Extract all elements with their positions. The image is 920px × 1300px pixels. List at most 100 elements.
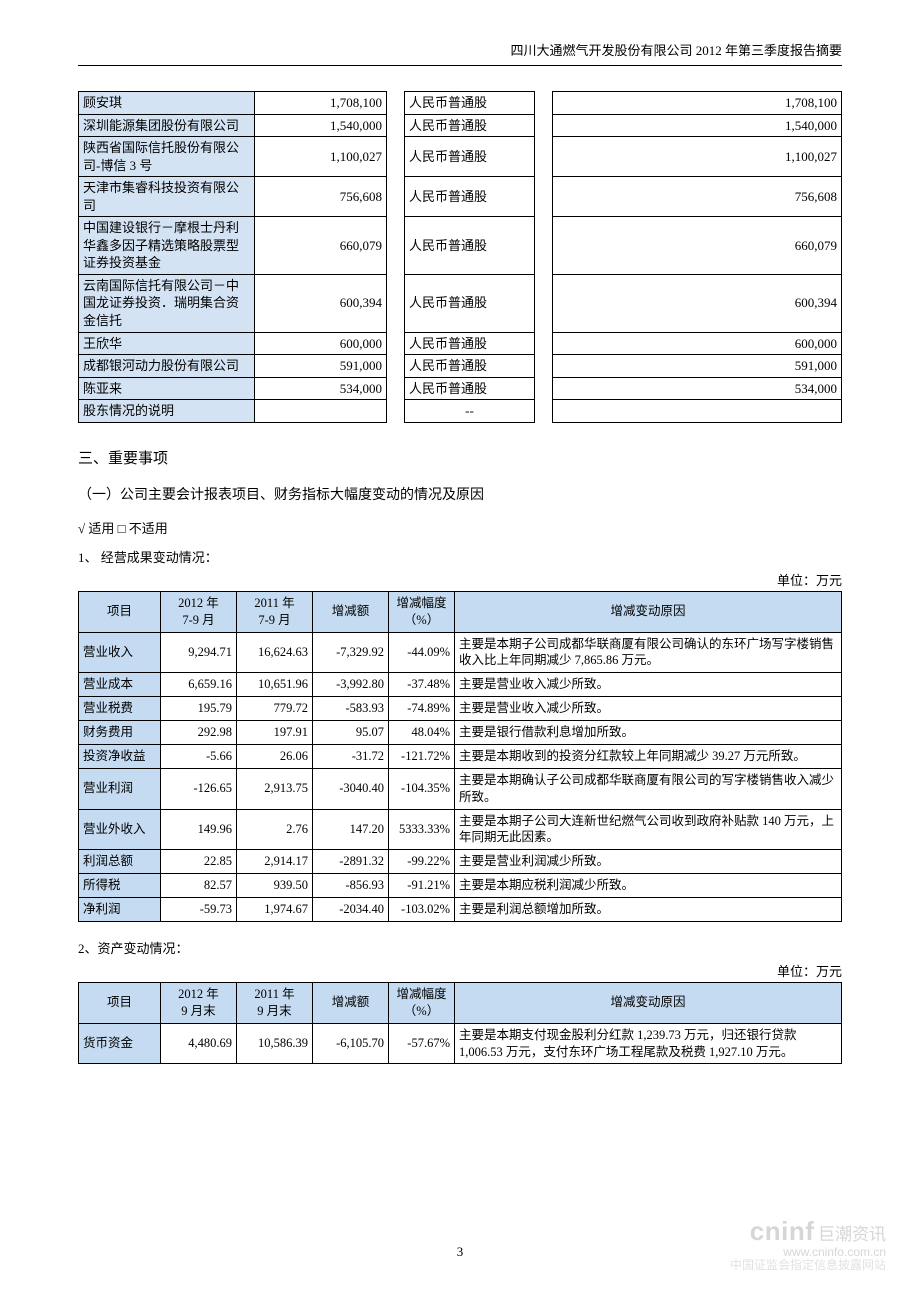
shareholder-name: 陈亚来 [79,377,255,400]
subsection-1-title: （一）公司主要会计报表项目、财务指标大幅度变动的情况及原因 [78,484,842,504]
value-current: 149.96 [161,809,237,850]
gap [387,355,405,378]
value-pct: -103.02% [389,898,455,922]
value-prior: 10,586.39 [237,1023,313,1064]
shareholder-name: 陕西省国际信托股份有限公司-博信 3 号 [79,137,255,177]
shareholder-name: 天津市集睿科技投资有限公司 [79,177,255,217]
value-pct: -74.89% [389,697,455,721]
table-row: 成都银河动力股份有限公司591,000人民币普通股591,000 [79,355,842,378]
value-prior: 10,651.96 [237,673,313,697]
value-pct: -44.09% [389,632,455,673]
column-header: 项目 [79,982,161,1023]
share-type: 人民币普通股 [405,137,535,177]
value-current: -59.73 [161,898,237,922]
table-row: 财务费用292.98197.9195.0748.04%主要是银行借款利息增加所致… [79,721,842,745]
share-count-1: 660,079 [255,217,387,275]
value-pct: 48.04% [389,721,455,745]
table-row: 陈亚来534,000人民币普通股534,000 [79,377,842,400]
value-prior: 2.76 [237,809,313,850]
reason: 主要是利润总额增加所致。 [455,898,842,922]
value-pct: -91.21% [389,874,455,898]
row-label: 所得税 [79,874,161,898]
column-header: 增减变动原因 [455,591,842,632]
value-current: 4,480.69 [161,1023,237,1064]
shareholder-name: 王欣华 [79,332,255,355]
table-row: 深圳能源集团股份有限公司1,540,000人民币普通股1,540,000 [79,114,842,137]
value-pct: -104.35% [389,768,455,809]
shareholder-name: 顾安琪 [79,92,255,115]
table-row: 利润总额22.852,914.17-2891.32-99.22%主要是营业利润减… [79,850,842,874]
watermark-sub: 中国证监会指定信息披露网站 [730,1259,886,1272]
value-prior: 16,624.63 [237,632,313,673]
table-row: 营业外收入149.962.76147.205333.33%主要是本期子公司大连新… [79,809,842,850]
applicable-line: √ 适用 □ 不适用 [78,518,842,537]
watermark-cn: 巨潮资讯 [818,1225,886,1244]
share-count-1: 591,000 [255,355,387,378]
share-count-2: 1,100,027 [553,137,842,177]
value-pct: -37.48% [389,673,455,697]
share-count-2: 591,000 [553,355,842,378]
gap [387,137,405,177]
gap [387,332,405,355]
reason: 主要是营业收入减少所致。 [455,697,842,721]
row-label: 货币资金 [79,1023,161,1064]
value-current: 195.79 [161,697,237,721]
table-row: 中国建设银行－摩根士丹利华鑫多因子精选策略股票型证券投资基金660,079人民币… [79,217,842,275]
reason: 主要是本期收到的投资分红款较上年同期减少 39.27 万元所致。 [455,744,842,768]
value-diff: 95.07 [313,721,389,745]
value-prior: 26.06 [237,744,313,768]
value-current: 9,294.71 [161,632,237,673]
reason: 主要是本期子公司成都华联商厦有限公司确认的东环广场写字楼销售收入比上年同期减少 … [455,632,842,673]
row-label: 营业利润 [79,768,161,809]
gap [387,92,405,115]
share-count-1: 600,394 [255,274,387,332]
column-header: 2011 年9 月末 [237,982,313,1023]
table-row: 货币资金4,480.6910,586.39-6,105.70-57.67%主要是… [79,1023,842,1064]
table-row: 营业收入9,294.7116,624.63-7,329.92-44.09%主要是… [79,632,842,673]
row-label: 营业外收入 [79,809,161,850]
share-type: 人民币普通股 [405,355,535,378]
ops-intro: 1、 经营成果变动情况： [78,547,842,566]
watermark-brand: cninf [750,1216,815,1246]
share-count-1: 756,608 [255,177,387,217]
reason: 主要是本期确认子公司成都华联商厦有限公司的写字楼销售收入减少所致。 [455,768,842,809]
row-label: 财务费用 [79,721,161,745]
gap [387,274,405,332]
share-type: 人民币普通股 [405,274,535,332]
table-row: 所得税82.57939.50-856.93-91.21%主要是本期应税利润减少所… [79,874,842,898]
gap [387,114,405,137]
row-label: 利润总额 [79,850,161,874]
value-pct: 5333.33% [389,809,455,850]
value-current: 22.85 [161,850,237,874]
gap [535,217,553,275]
ops-table: 项目2012 年7-9 月2011 年7-9 月增减额增减幅度（%）增减变动原因… [78,591,842,922]
value-pct: -57.67% [389,1023,455,1064]
assets-intro: 2、资产变动情况： [78,938,842,957]
unit-label-2: 单位：万元 [78,961,842,980]
section-3-title: 三、重要事项 [78,447,842,468]
column-header: 增减额 [313,982,389,1023]
gap [535,137,553,177]
value-pct: -121.72% [389,744,455,768]
gap [535,355,553,378]
watermark: cninf 巨潮资讯 www.cninfo.com.cn 中国证监会指定信息披露… [730,1217,886,1272]
column-header: 增减幅度（%） [389,982,455,1023]
gap [535,177,553,217]
column-header: 项目 [79,591,161,632]
value-prior: 197.91 [237,721,313,745]
row-label: 净利润 [79,898,161,922]
share-type: 人民币普通股 [405,332,535,355]
shareholder-name: 深圳能源集团股份有限公司 [79,114,255,137]
explain-row: 股东情况的说明-- [79,400,842,423]
value-diff: -2891.32 [313,850,389,874]
value-current: -5.66 [161,744,237,768]
share-type: 人民币普通股 [405,114,535,137]
table-row: 云南国际信托有限公司－中国龙证券投资．瑞明集合资金信托600,394人民币普通股… [79,274,842,332]
share-count-2: 660,079 [553,217,842,275]
empty [553,400,842,423]
reason: 主要是本期支付现金股利分红款 1,239.73 万元，归还银行贷款 1,006.… [455,1023,842,1064]
share-count-1: 1,100,027 [255,137,387,177]
watermark-url: www.cninfo.com.cn [730,1246,886,1259]
value-pct: -99.22% [389,850,455,874]
reason: 主要是本期应税利润减少所致。 [455,874,842,898]
